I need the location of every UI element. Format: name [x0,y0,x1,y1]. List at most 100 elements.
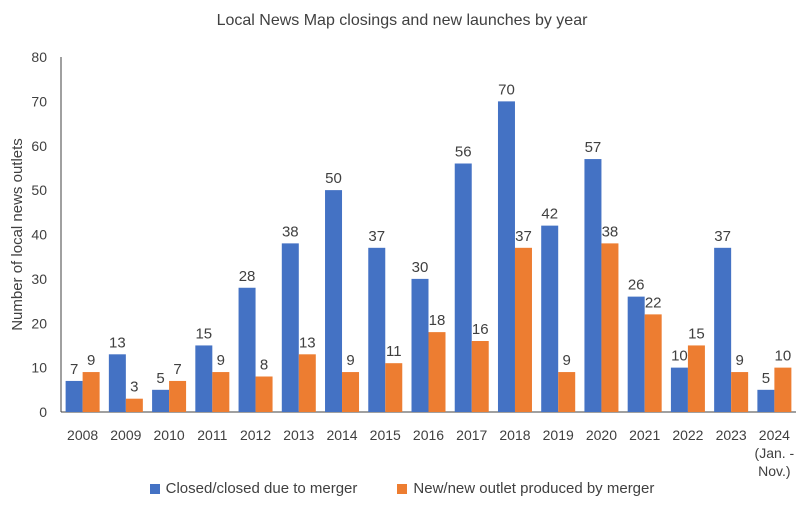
legend-item-closed: Closed/closed due to merger [149,480,358,497]
data-label-new: 9 [217,352,225,369]
data-label-closed: 5 [762,370,770,387]
data-label-closed: 7 [70,361,78,378]
y-tick-label: 40 [31,227,47,243]
bar-new [212,372,230,412]
bar-closed [368,247,386,412]
bar-new [731,372,749,412]
bar-new [298,354,316,412]
x-tick-label: 2021 [629,427,660,443]
bar-closed [195,345,213,412]
legend-label-new: New/new outlet produced by merger [413,480,655,497]
legend-label-closed: Closed/closed due to merger [165,480,358,497]
bar-new [169,380,187,412]
data-label-new: 9 [735,352,743,369]
data-label-new: 37 [515,228,532,245]
chart-title: Local News Map closings and new launches… [216,12,588,29]
bar-closed [152,389,170,412]
data-label-new: 9 [346,352,354,369]
bar-closed [670,367,688,412]
bar-closed [325,190,343,412]
bar-new [428,332,446,412]
bar-new [471,341,489,412]
data-label-closed: 57 [585,139,602,156]
bar-new [601,243,619,412]
bar-new [385,363,403,412]
bar-closed [454,163,472,412]
x-tick-label: 2015 [370,427,401,443]
legend-swatch-new [397,483,408,494]
y-tick-label: 10 [31,360,47,376]
data-label-closed: 26 [628,277,645,294]
data-label-closed: 15 [195,325,212,342]
data-label-new: 3 [130,379,138,396]
x-tick-label: 2017 [456,427,487,443]
x-tick-label: 2019 [543,427,574,443]
legend-item-new: New/new outlet produced by merger [397,480,654,497]
data-label-closed: 42 [541,206,558,223]
chart-legend: Closed/closed due to merger New/new outl… [0,480,804,497]
x-tick-label: 2009 [110,427,141,443]
x-tick-label: 2023 [716,427,747,443]
data-label-closed: 56 [455,144,472,161]
bar-new [514,247,532,412]
x-tick-label: 2008 [67,427,98,443]
bar-new [82,372,100,412]
bar-new [255,376,273,412]
y-tick-label: 0 [39,404,47,420]
bar-closed [108,354,126,412]
bar-closed [238,287,256,412]
x-tick-label: 2013 [283,427,314,443]
bar-new [644,314,662,412]
bar-closed [584,159,602,412]
data-label-new: 9 [563,352,571,369]
x-tick-label: 2014 [326,427,357,443]
x-tick-label: 2010 [154,427,185,443]
bar-new [687,345,705,412]
data-label-new: 11 [386,343,402,360]
x-tick-label: 2022 [672,427,703,443]
y-axis-label: Number of local news outlets [9,138,26,331]
data-label-closed: 50 [325,170,342,187]
data-label-closed: 30 [412,259,429,276]
data-label-new: 15 [688,325,705,342]
legend-swatch-closed [149,483,160,494]
y-tick-label: 20 [31,315,47,331]
x-tick-label: 2024 [759,427,790,443]
bar-closed [497,101,515,412]
data-label-new: 18 [429,312,446,329]
data-label-new: 22 [645,294,662,311]
bar-closed [65,380,83,412]
y-tick-label: 50 [31,182,47,198]
bar-new [558,372,576,412]
x-tick-sublabel: (Jan. - [755,445,795,461]
bar-closed [757,389,775,412]
y-tick-label: 30 [31,271,47,287]
data-label-closed: 13 [109,334,126,351]
bar-new [125,398,143,412]
data-label-closed: 37 [368,228,385,245]
data-label-new: 7 [173,361,181,378]
data-label-closed: 38 [282,223,299,240]
x-tick-label: 2012 [240,427,271,443]
x-tick-label: 2011 [197,427,227,443]
data-label-closed: 10 [671,348,688,365]
data-label-closed: 70 [498,81,515,98]
data-label-new: 16 [472,321,489,338]
y-tick-label: 80 [31,49,47,65]
x-tick-label: 2020 [586,427,617,443]
y-tick-label: 70 [31,93,47,109]
bar-closed [627,296,645,412]
data-label-new: 10 [775,348,792,365]
data-label-new: 8 [260,357,268,374]
data-label-new: 13 [299,334,316,351]
bar-new [774,367,792,412]
data-label-closed: 37 [714,228,731,245]
bar-closed [411,278,429,412]
x-tick-sublabel: Nov.) [758,463,790,479]
bar-closed [714,247,732,412]
x-tick-label: 2016 [413,427,444,443]
bar-closed [541,225,559,412]
data-label-new: 38 [602,223,619,240]
x-tick-label: 2018 [499,427,530,443]
